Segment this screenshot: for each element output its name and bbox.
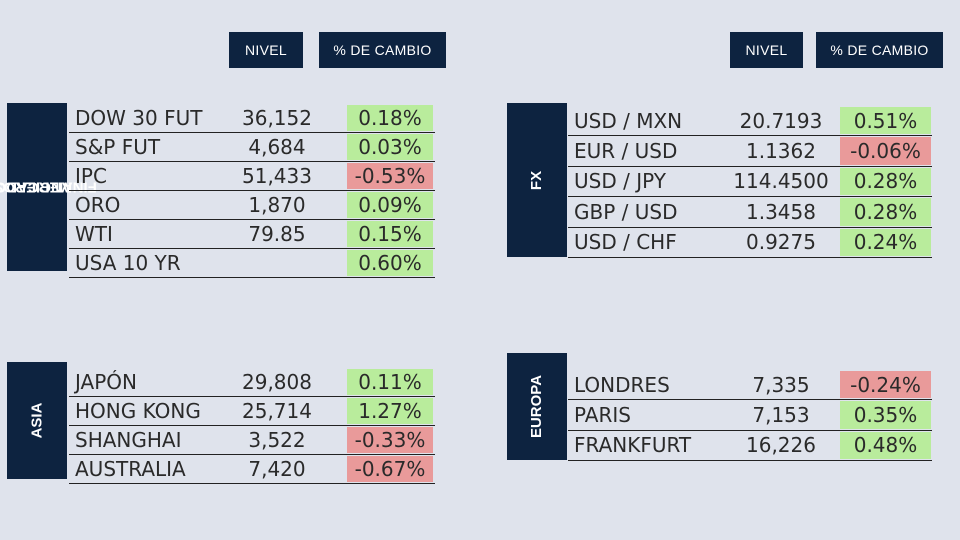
instrument-level: 1.1362 [746,139,816,164]
instrument-change: 0.35% [840,401,931,429]
table-row: GBP / USD 1.3458 0.28% [568,197,932,228]
instrument-name: S&P FUT [75,135,161,159]
table-row: WTI 79.85 0.15% [69,220,435,249]
instrument-change: -0.33% [347,427,433,453]
table-row: HONG KONG 25,714 1.27% [69,397,435,426]
nivel-header-right: NIVEL [730,32,803,68]
asia-table: JAPÓN 29,808 0.11% HONG KONG 25,714 1.27… [69,368,435,484]
instrument-level: 25,714 [242,399,312,423]
table-row: SHANGHAI 3,522 -0.33% [69,426,435,455]
instrument-level: 7,153 [752,403,810,428]
instrument-change: 1.27% [347,398,433,424]
instrument-change: -0.53% [347,163,433,189]
instrument-level: 114.4500 [733,169,829,194]
instrument-change: 0.60% [347,250,433,276]
instrument-level: 1.3458 [746,199,816,224]
instrument-level: 16,226 [746,433,816,458]
instrument-name: EUR / USD [574,139,678,164]
cambio-header-left: % DE CAMBIO [319,32,446,68]
mercados-label: MERCADOSFINANCIEROS [0,103,97,271]
table-row: LONDRES 7,335 -0.24% [568,370,932,401]
europa-table: LONDRES 7,335 -0.24% PARIS 7,153 0.35% F… [568,370,932,462]
instrument-name: LONDRES [574,372,670,397]
fx-label-text: FX [528,170,546,190]
instrument-name: SHANGHAI [75,428,182,452]
table-row: JAPÓN 29,808 0.11% [69,368,435,397]
instrument-name: PARIS [574,403,631,428]
mercados-table: DOW 30 FUT 36,152 0.18% S&P FUT 4,684 0.… [69,104,435,278]
instrument-change: 0.28% [840,167,931,196]
instrument-change: 0.48% [840,431,931,460]
table-row: USD / CHF 0.9275 0.24% [568,228,932,258]
instrument-name: USA 10 YR [75,251,181,275]
instrument-name: AUSTRALIA [75,457,186,481]
europa-label-text: EUROPA [528,374,546,439]
instrument-change: 0.18% [347,105,433,131]
table-row: USD / MXN 20.7193 0.51% [568,106,932,137]
instrument-name: FRANKFURT [574,433,692,458]
asia-label-text: ASIA [28,402,46,439]
instrument-change: 0.24% [840,228,931,256]
instrument-change: 0.09% [347,192,433,218]
fx-label: FX [507,103,567,257]
instrument-change: -0.24% [840,371,931,399]
instrument-level: 7,335 [752,372,810,397]
instrument-name: USD / JPY [574,169,666,194]
europa-label: EUROPA [507,353,567,460]
instrument-level: 36,152 [242,106,312,130]
table-row: DOW 30 FUT 36,152 0.18% [69,104,435,133]
table-row: IPC 51,433 -0.53% [69,162,435,191]
instrument-name: JAPÓN [75,370,137,394]
table-row: USA 10 YR 0.60% [69,249,435,278]
instrument-level: 3,522 [248,428,306,452]
table-row: FRANKFURT 16,226 0.48% [568,431,932,462]
instrument-change: 0.15% [347,221,433,247]
instrument-name: USD / MXN [574,108,683,133]
table-row: AUSTRALIA 7,420 -0.67% [69,455,435,484]
table-row: ORO 1,870 0.09% [69,191,435,220]
instrument-name: IPC [75,164,107,188]
instrument-change: -0.06% [840,137,931,165]
table-row: PARIS 7,153 0.35% [568,400,932,431]
instrument-level: 51,433 [242,164,312,188]
instrument-change: 0.03% [347,134,433,160]
instrument-name: ORO [75,193,121,217]
instrument-change: 0.51% [840,107,931,135]
table-row: S&P FUT 4,684 0.03% [69,133,435,162]
instrument-level [227,249,327,277]
fx-table: USD / MXN 20.7193 0.51% EUR / USD 1.1362… [568,106,932,258]
instrument-level: 0.9275 [746,230,816,255]
instrument-name: GBP / USD [574,199,678,224]
instrument-level: 29,808 [242,370,312,394]
cambio-header-right: % DE CAMBIO [816,32,943,68]
nivel-header-left: NIVEL [229,32,303,68]
instrument-name: DOW 30 FUT [75,106,203,130]
instrument-change: 0.28% [840,198,931,226]
instrument-name: WTI [75,222,113,246]
instrument-level: 7,420 [248,457,306,481]
instrument-level: 1,870 [248,193,306,217]
asia-label: ASIA [7,362,67,479]
instrument-level: 20.7193 [739,108,823,133]
table-row: EUR / USD 1.1362 -0.06% [568,136,932,167]
instrument-change: 0.11% [347,369,433,395]
instrument-name: USD / CHF [574,230,677,255]
instrument-level: 4,684 [248,135,306,159]
table-row: USD / JPY 114.4500 0.28% [568,167,932,198]
instrument-name: HONG KONG [75,399,201,423]
instrument-change: -0.67% [347,456,433,482]
instrument-level: 79.85 [248,222,306,246]
